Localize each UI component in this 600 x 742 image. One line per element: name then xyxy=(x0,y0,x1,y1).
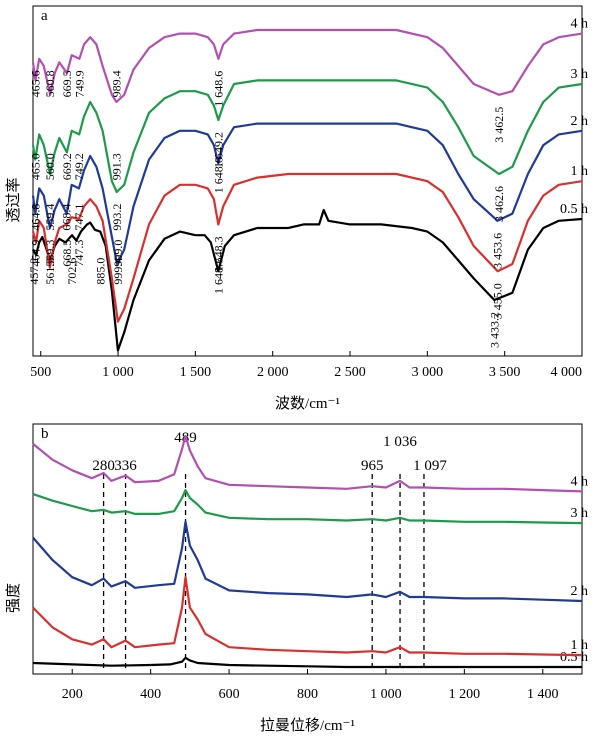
peak-label: 457.2 xyxy=(27,258,41,285)
series-line-0.5h xyxy=(32,656,582,669)
series-label-4h: 4 h xyxy=(571,17,589,32)
x-tick-label: 3 500 xyxy=(489,365,521,380)
peak-label: 749.9 xyxy=(72,70,86,97)
panel-a-label: a xyxy=(41,8,48,24)
series-line-3h xyxy=(32,489,583,525)
peak-label: 991.3 xyxy=(110,153,124,180)
peak-label: 885.0 xyxy=(93,258,107,285)
reference-label: 1 036 xyxy=(383,434,417,450)
peak-label: 560.0 xyxy=(43,153,57,180)
series-label-3h: 3 h xyxy=(571,506,589,521)
x-tick-label: 800 xyxy=(297,687,318,702)
peak-label: 989.4 xyxy=(109,70,123,97)
series-line-4h xyxy=(31,28,583,104)
peak-label: 465.6 xyxy=(28,70,42,97)
peak-label: 559.4 xyxy=(43,204,57,231)
reference-label: 1 097 xyxy=(413,458,447,474)
series-line-4h xyxy=(32,434,583,493)
x-tick-label: 4 000 xyxy=(551,365,583,380)
series-line-2h xyxy=(32,520,583,603)
y-axis-label: 透过率 xyxy=(5,177,22,222)
series-line-1h xyxy=(32,576,583,657)
reference-label: 336 xyxy=(114,458,137,474)
peak-label: 464.8 xyxy=(28,204,42,231)
peak-label: 561.5 xyxy=(43,258,57,285)
x-tick-label: 2 500 xyxy=(334,365,366,380)
x-tick-label: 400 xyxy=(140,687,161,702)
series-line-0.5h xyxy=(32,208,583,352)
series-label-3h: 3 h xyxy=(571,67,589,82)
peak-label: 3 433.2 xyxy=(487,312,501,348)
series-label-0.5h: 0.5 h xyxy=(560,650,588,665)
series-label-2h: 2 h xyxy=(571,584,589,599)
peak-label: 993.2 xyxy=(110,204,124,231)
peak-label: 1 648.7 xyxy=(211,258,225,294)
x-tick-label: 1 200 xyxy=(449,687,481,702)
peak-label: 3 462.6 xyxy=(492,186,506,222)
y-axis-label: 强度 xyxy=(5,583,22,613)
peak-label: 1 648.3 xyxy=(211,236,225,272)
peak-label: 669.5 xyxy=(60,70,74,97)
x-tick-label: 1 400 xyxy=(527,687,559,702)
series-label-0.5h: 0.5 h xyxy=(560,202,588,217)
x-tick-label: 500 xyxy=(30,365,51,380)
panel-a-frame xyxy=(32,5,583,357)
peak-label: 999.0 xyxy=(111,240,125,267)
x-tick-label: 2 000 xyxy=(257,365,289,380)
peak-label: 1 649.2 xyxy=(211,132,225,168)
peak-label: 669.2 xyxy=(60,153,74,180)
series-label-2h: 2 h xyxy=(571,114,589,129)
x-axis-label: 拉曼位移/cm⁻¹ xyxy=(260,717,355,734)
series-label-1h: 1 h xyxy=(571,638,589,653)
x-tick-label: 600 xyxy=(219,687,240,702)
peak-label: 3 453.6 xyxy=(491,233,505,269)
peak-label: 465.0 xyxy=(28,153,42,180)
series-line-1h xyxy=(31,172,583,323)
peak-label: 559.3 xyxy=(43,240,57,267)
series-label-1h: 1 h xyxy=(571,164,589,179)
x-tick-label: 1 000 xyxy=(370,687,402,702)
x-tick-label: 200 xyxy=(62,687,83,702)
panel-b-label: b xyxy=(41,426,49,442)
series-line-2h xyxy=(31,122,583,266)
peak-label: 747.3 xyxy=(72,240,86,267)
peak-label: 560.8 xyxy=(43,70,57,97)
x-axis-label: 波数/cm⁻¹ xyxy=(275,395,340,412)
reference-label: 280 xyxy=(92,458,115,474)
peak-label: 1 648.6 xyxy=(211,157,225,193)
series-line-3h xyxy=(31,79,583,194)
peak-label: 702.6 xyxy=(65,258,79,285)
reference-label: 965 xyxy=(361,458,384,474)
peak-label: 3 455.0 xyxy=(491,283,505,319)
peak-label: 749.2 xyxy=(72,153,86,180)
x-tick-label: 1 000 xyxy=(102,365,134,380)
peak-label: 668.4 xyxy=(60,204,74,231)
series-label-4h: 4 h xyxy=(571,474,589,489)
peak-label: 999.4 xyxy=(111,258,125,285)
peak-label: 747.1 xyxy=(72,204,86,231)
peak-label: 464.9 xyxy=(28,240,42,267)
x-tick-label: 1 500 xyxy=(180,365,212,380)
peak-label: 3 462.5 xyxy=(492,107,506,143)
peak-label: 1 648.6 xyxy=(211,71,225,107)
peak-label: 668.5 xyxy=(60,240,74,267)
x-tick-label: 3 000 xyxy=(412,365,444,380)
